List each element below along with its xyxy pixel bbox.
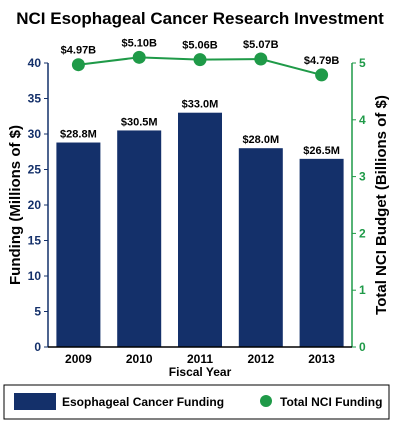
bar-label-2010: $30.5M — [121, 116, 158, 128]
bar-label-2013: $26.5M — [303, 145, 340, 157]
point-label-2011: $5.06B — [182, 40, 218, 52]
point-label-2013: $4.79B — [304, 55, 340, 67]
x-tick-label-2013: 2013 — [308, 352, 335, 366]
y-tick-label-30: 30 — [28, 127, 42, 141]
chart-title: NCI Esophageal Cancer Research Investmen… — [16, 9, 384, 28]
point-2009 — [71, 58, 85, 72]
x-tick-label-2009: 2009 — [65, 352, 92, 366]
y-tick-label-20: 20 — [28, 198, 42, 212]
bar-2011 — [178, 112, 222, 347]
y-tick-label-0: 0 — [34, 340, 41, 354]
y2-tick-label-5: 5 — [359, 56, 366, 70]
point-label-2010: $5.10B — [121, 37, 157, 49]
y-tick-label-5: 5 — [34, 305, 41, 319]
legend-label-line: Total NCI Funding — [280, 395, 382, 409]
y-tick-label-40: 40 — [28, 56, 42, 70]
legend: Esophageal Cancer Funding Total NCI Fund… — [3, 384, 390, 420]
x-tick-label-2012: 2012 — [247, 352, 274, 366]
legend-swatch-line — [260, 395, 272, 407]
x-tick-label-2010: 2010 — [126, 352, 153, 366]
bar-label-2011: $33.0M — [182, 99, 219, 111]
point-label-2009: $4.97B — [61, 45, 97, 57]
legend-label-bar: Esophageal Cancer Funding — [62, 395, 224, 409]
y2-tick-label-4: 4 — [359, 113, 366, 127]
bar-label-2009: $28.8M — [60, 129, 97, 141]
legend-frame — [3, 384, 390, 420]
x-tick-label-2011: 2011 — [187, 352, 213, 366]
bar-2010 — [117, 130, 162, 347]
y-tick-label-10: 10 — [28, 269, 42, 283]
y2-tick-label-1: 1 — [359, 283, 366, 297]
legend-swatch-bar — [14, 393, 56, 410]
bar-label-2012: $28.0M — [242, 134, 279, 146]
bar-2009 — [56, 142, 101, 347]
y-axis-label: Funding (Millions of $) — [7, 125, 24, 285]
y2-tick-label-0: 0 — [359, 340, 366, 354]
point-label-2012: $5.07B — [243, 39, 279, 51]
point-2011 — [193, 53, 207, 67]
y-tick-label-35: 35 — [28, 92, 42, 106]
point-2012 — [254, 52, 268, 66]
point-2010 — [132, 50, 146, 64]
plot-area: $28.8M$30.5M$33.0M$28.0M$26.5M0510152025… — [28, 37, 366, 366]
y2-tick-label-2: 2 — [359, 226, 366, 240]
x-axis-label: Fiscal Year — [169, 365, 232, 379]
point-2013 — [315, 68, 329, 82]
y-tick-label-25: 25 — [28, 163, 42, 177]
y2-axis-label: Total NCI Budget (Billions of $) — [373, 95, 390, 315]
bar-2013 — [299, 158, 344, 347]
bar-2012 — [238, 148, 283, 347]
y-tick-label-15: 15 — [28, 234, 42, 248]
y2-tick-label-3: 3 — [359, 170, 366, 184]
